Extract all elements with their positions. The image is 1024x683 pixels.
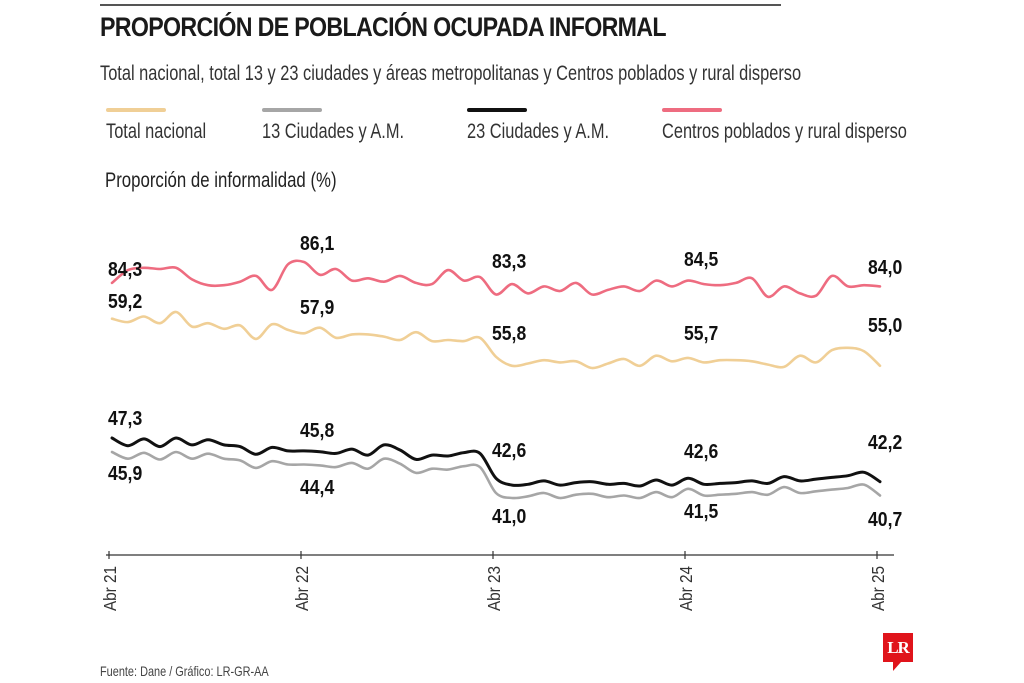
annotation-total-nacional-0: 59,2 (108, 290, 142, 312)
annotation-total-nacional-36: 55,7 (684, 322, 718, 344)
lr-logo-tail (893, 662, 901, 671)
annotation-layer: 45,9 44,4 41,0 41,5 40,7 47,3 45,8 42,6 42,6 42,2… (108, 232, 902, 530)
legend-swatch (262, 108, 322, 112)
annotation-23-ciudades-y-a-m-48: 42,2 (868, 431, 902, 453)
x-tick-label: Abr 21 (100, 566, 120, 611)
lr-logo: LR (883, 633, 913, 662)
annotation-13-ciudades-y-a-m-36: 41,5 (684, 500, 718, 522)
annotation-13-ciudades-y-a-m-48: 40,7 (868, 508, 902, 530)
annotation-centros-poblados-y-rural-disperso-24: 83,3 (492, 250, 526, 272)
top-rule (100, 4, 781, 6)
chart-title: PROPORCIÓN DE POBLACIÓN OCUPADA INFORMAL (100, 12, 667, 42)
series-line-centros-poblados-y-rural-disperso (110, 259, 882, 299)
annotation-13-ciudades-y-a-m-0: 45,9 (108, 462, 142, 484)
annotation-23-ciudades-y-a-m-0: 47,3 (108, 407, 142, 429)
x-tick-label: Abr 23 (484, 566, 504, 611)
annotation-23-ciudades-y-a-m-12: 45,8 (300, 419, 334, 441)
x-tick-label: Abr 24 (676, 566, 696, 611)
x-tick-label: Abr 22 (292, 566, 312, 611)
annotation-centros-poblados-y-rural-disperso-36: 84,5 (684, 248, 718, 270)
annotation-23-ciudades-y-a-m-36: 42,6 (684, 440, 718, 462)
y-axis-label: Proporción de informalidad (%) (105, 169, 337, 192)
x-tick-label: Abr 25 (868, 566, 888, 611)
legend-label: Centros poblados y rural disperso (662, 120, 907, 143)
annotation-13-ciudades-y-a-m-12: 44,4 (300, 476, 335, 498)
annotation-total-nacional-48: 55,0 (868, 314, 902, 336)
legend-swatch (662, 108, 722, 112)
series-layer (110, 259, 882, 500)
annotation-centros-poblados-y-rural-disperso-12: 86,1 (300, 232, 334, 254)
x-axis: Abr 21 Abr 22 Abr 23 Abr 24 Abr 25 (100, 551, 894, 611)
annotation-total-nacional-24: 55,8 (492, 322, 526, 344)
legend-swatch (467, 108, 527, 112)
legend-label: 23 Ciudades y A.M. (467, 120, 610, 143)
chart-subtitle: Total nacional, total 13 y 23 ciudades y… (100, 62, 802, 85)
annotation-total-nacional-12: 57,9 (300, 296, 334, 318)
annotation-23-ciudades-y-a-m-24: 42,6 (492, 439, 526, 461)
legend-label: Total nacional (106, 120, 207, 143)
annotation-centros-poblados-y-rural-disperso-48: 84,0 (868, 256, 902, 278)
series-line-23-ciudades-y-a-m (110, 436, 882, 488)
legend-swatch (106, 108, 166, 112)
source-note: Fuente: Dane / Gráfico: LR-GR-AA (100, 663, 269, 679)
series-line-13-ciudades-y-a-m (110, 450, 882, 500)
series-line-total-nacional (110, 310, 882, 370)
annotation-centros-poblados-y-rural-disperso-0: 84,3 (108, 258, 142, 280)
annotation-13-ciudades-y-a-m-24: 41,0 (492, 505, 526, 527)
legend-label: 13 Ciudades y A.M. (262, 120, 405, 143)
